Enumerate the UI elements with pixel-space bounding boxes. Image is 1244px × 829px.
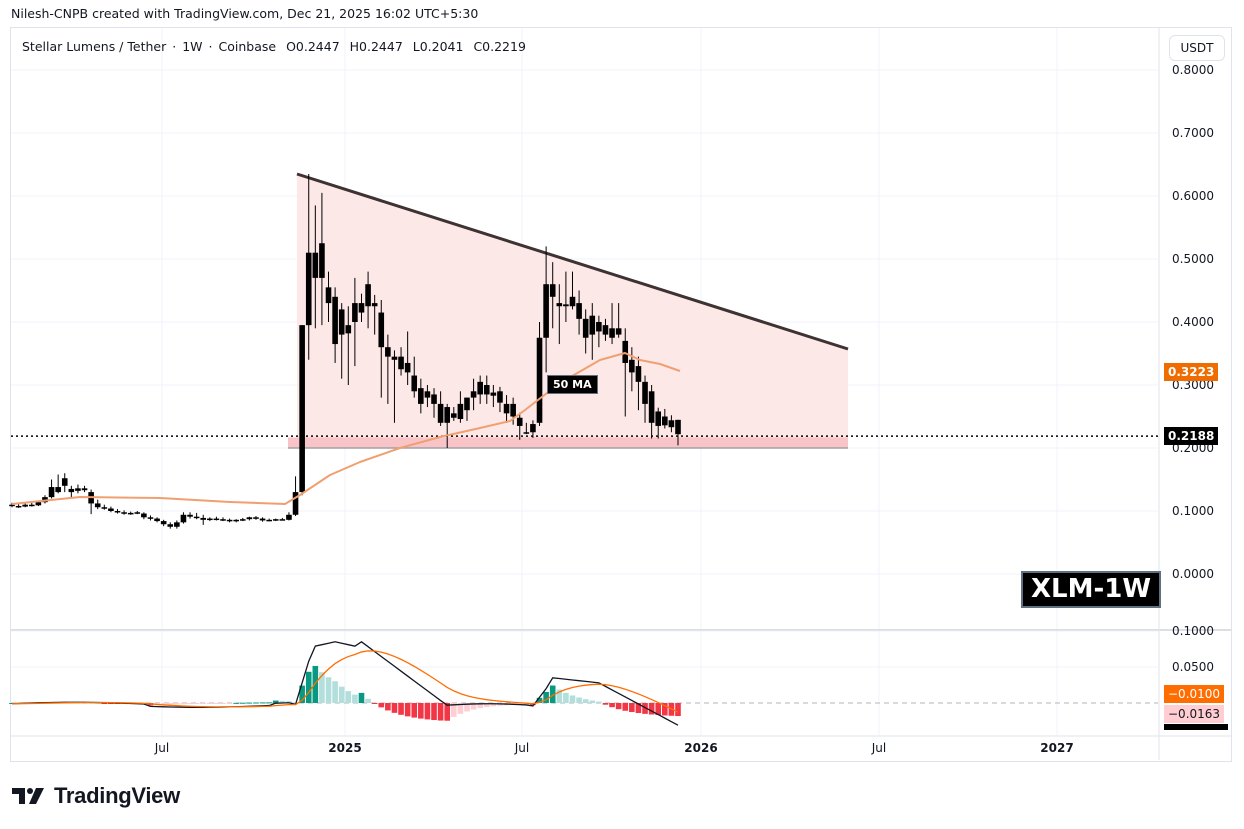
symbol-watermark: XLM-1W	[1021, 571, 1162, 608]
svg-text:0.0500: 0.0500	[1172, 660, 1214, 674]
svg-text:Jul: Jul	[871, 741, 886, 755]
symbol-name[interactable]: Stellar Lumens / Tether	[22, 39, 167, 54]
moving-average-50	[11, 352, 681, 505]
svg-text:2027: 2027	[1040, 741, 1073, 755]
last-price-tag: 0.2188	[1164, 427, 1219, 445]
tradingview-brand: TradingView	[54, 783, 180, 808]
svg-text:0.4000: 0.4000	[1172, 315, 1214, 329]
chart-credit: Nilesh-CNPB created with TradingView.com…	[11, 6, 479, 21]
descending-triangle	[11, 172, 1160, 449]
svg-text:0.1000: 0.1000	[1172, 504, 1214, 518]
exchange: Coinbase	[218, 39, 277, 54]
macd-line-tag	[1164, 724, 1228, 730]
svg-text:0.5000: 0.5000	[1172, 252, 1214, 266]
svg-text:0.8000: 0.8000	[1172, 63, 1214, 77]
chart-frame	[10, 27, 1232, 762]
macd-pane	[9, 630, 1158, 726]
macd-signal-tag: −0.0100	[1164, 685, 1225, 703]
ma-price-tag: 0.3223	[1164, 363, 1219, 381]
ohlc-close: C0.2219	[473, 39, 526, 54]
svg-text:0.1000: 0.1000	[1172, 624, 1214, 638]
currency-button[interactable]: USDT	[1169, 35, 1225, 61]
svg-text:2026: 2026	[684, 741, 717, 755]
ohlc-open: O0.2447	[286, 39, 340, 54]
tradingview-logo-icon	[12, 788, 44, 804]
svg-text:Jul: Jul	[514, 741, 529, 755]
ohlc-high: H0.2447	[349, 39, 403, 54]
ohlc-low: L0.2041	[412, 39, 464, 54]
svg-text:0.3000: 0.3000	[1172, 378, 1214, 392]
symbol-legend: Stellar Lumens / Tether · 1W · Coinbase O0.2…	[22, 39, 526, 54]
svg-text:2025: 2025	[328, 741, 361, 755]
svg-text:0.0000: 0.0000	[1172, 567, 1214, 581]
svg-text:0.6000: 0.6000	[1172, 189, 1214, 203]
macd-histogram-tag: −0.0163	[1164, 705, 1225, 723]
axes: 0.80000.70000.60000.50000.40000.30000.20…	[154, 63, 1214, 755]
interval: 1W	[182, 39, 203, 54]
ma-annotation-label: 50 MA	[547, 375, 598, 394]
candlesticks	[9, 173, 681, 529]
svg-text:0.7000: 0.7000	[1172, 126, 1214, 140]
tradingview-logo[interactable]: TradingView	[12, 783, 180, 809]
svg-text:Jul: Jul	[154, 741, 169, 755]
